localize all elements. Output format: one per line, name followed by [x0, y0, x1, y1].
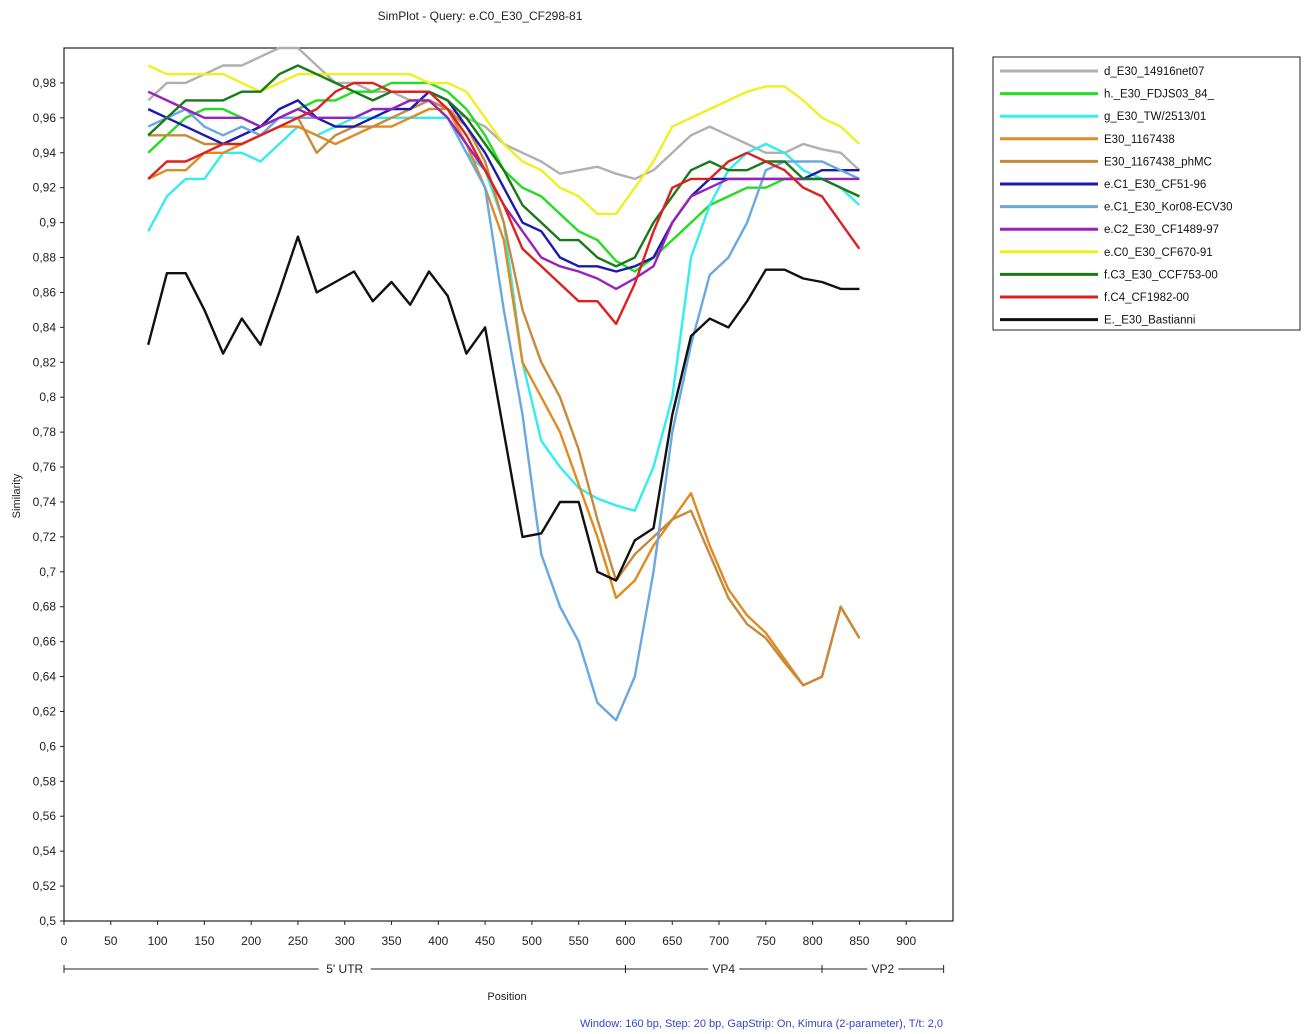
- series-lines: [147, 46, 861, 722]
- x-tick-label: 0: [61, 934, 68, 948]
- x-tick-label: 750: [756, 934, 776, 948]
- y-tick-label: 0,54: [33, 844, 57, 858]
- x-tick-label: 150: [194, 934, 214, 948]
- legend-label: g_E30_TW/2513/01: [1104, 111, 1206, 123]
- y-tick-label: 0,82: [33, 355, 57, 369]
- region-label-bg: [318, 961, 371, 977]
- legend-label: f.C4_CF1982-00: [1104, 292, 1189, 304]
- y-tick-label: 0,58: [33, 774, 57, 788]
- y-tick-label: 0,72: [33, 530, 57, 544]
- legend-label: E30_1167438_phMC: [1104, 156, 1212, 168]
- x-tick-label: 100: [148, 934, 168, 948]
- y-tick-label: 0,78: [33, 425, 57, 439]
- x-tick-label: 600: [615, 934, 635, 948]
- x-tick-label: 50: [104, 934, 118, 948]
- legend-label: d_E30_14916net07: [1104, 66, 1204, 78]
- x-tick-label: 850: [849, 934, 869, 948]
- legend-label: E._E30_Bastianni: [1104, 315, 1195, 327]
- x-tick-label: 800: [803, 934, 823, 948]
- y-tick-label: 0,64: [33, 670, 57, 684]
- legend-label: h._E30_FDJS03_84_: [1104, 89, 1215, 101]
- x-axis: 0 50 100 150 200 250 300 350 400 450 500 550 600 650 7…: [61, 921, 917, 948]
- x-axis-label: Position: [487, 991, 526, 1003]
- y-tick-label: 0,62: [33, 704, 57, 718]
- legend-label: e.C1_E30_Kor08-ECV30: [1104, 202, 1233, 214]
- x-tick-label: 300: [335, 934, 355, 948]
- y-tick-label: 0,96: [33, 111, 57, 125]
- legend-label: f.C3_E30_CCF753-00: [1104, 269, 1218, 281]
- x-tick-label: 500: [522, 934, 542, 948]
- y-tick-label: 0,66: [33, 635, 57, 649]
- y-tick-label: 0,6: [39, 739, 56, 753]
- x-tick-label: 550: [569, 934, 589, 948]
- y-tick-label: 0,8: [39, 390, 56, 404]
- y-tick-label: 0,9: [39, 216, 56, 230]
- y-tick-label: 0,68: [33, 600, 57, 614]
- series-line-e-c0-e30-cf670-91: [147, 64, 861, 216]
- x-tick-label: 400: [428, 934, 448, 948]
- series-line-e-e30-bastianni: [147, 235, 860, 582]
- legend-label: e.C1_E30_CF51-96: [1104, 179, 1206, 191]
- y-axis-label: Similarity: [11, 473, 23, 518]
- y-tick-label: 0,56: [33, 809, 57, 823]
- y-tick-label: 0,92: [33, 181, 57, 195]
- region-label: 5' UTR: [326, 962, 363, 976]
- legend-label: e.C0_E30_CF670-91: [1104, 247, 1213, 259]
- region-label-bg: [867, 961, 899, 977]
- legend-entries: d_E30_14916net07 h._E30_FDJS03_84_ g_E30_T…: [1000, 66, 1233, 327]
- region-label-bg: [708, 961, 740, 977]
- x-tick-label: 900: [896, 934, 916, 948]
- y-tick-label: 0,5: [39, 914, 56, 928]
- genome-regions: 5' UTR VP4 VP2: [63, 961, 945, 977]
- analysis-parameters: Window: 160 bp, Step: 20 bp, GapStrip: O…: [580, 1018, 943, 1030]
- y-tick-label: 0,52: [33, 879, 57, 893]
- x-tick-label: 700: [709, 934, 729, 948]
- legend: [992, 56, 1301, 331]
- y-tick-label: 0,7: [39, 565, 56, 579]
- x-tick-label: 250: [288, 934, 308, 948]
- series-line-f-c4-cf1982-00: [147, 81, 861, 326]
- x-tick-label: 350: [382, 934, 402, 948]
- series-line-e-c1-e30-kor08-ecv30: [147, 99, 860, 722]
- x-tick-label: 450: [475, 934, 495, 948]
- series-line-f-c3-e30-ccf753-00: [147, 64, 860, 268]
- y-axis: 0,5 0,52 0,54 0,56 0,58 0,6 0,62 0,64 0,66 0,68 0,…: [33, 76, 64, 928]
- region-label: VP4: [712, 962, 735, 976]
- legend-label: E30_1167438: [1104, 134, 1175, 146]
- plot-area: [63, 47, 954, 922]
- legend-label: e.C2_E30_CF1489-97: [1104, 224, 1219, 236]
- y-tick-label: 0,76: [33, 460, 57, 474]
- y-tick-label: 0,84: [33, 320, 57, 334]
- y-tick-label: 0,88: [33, 251, 57, 265]
- region-label: VP2: [871, 962, 894, 976]
- y-tick-label: 0,74: [33, 495, 57, 509]
- chart-title: SimPlot - Query: e.C0_E30_CF298-81: [378, 9, 583, 23]
- y-tick-label: 0,94: [33, 146, 57, 160]
- y-tick-label: 0,98: [33, 76, 57, 90]
- y-tick-label: 0,86: [33, 285, 57, 299]
- x-tick-label: 650: [662, 934, 682, 948]
- x-tick-label: 200: [241, 934, 261, 948]
